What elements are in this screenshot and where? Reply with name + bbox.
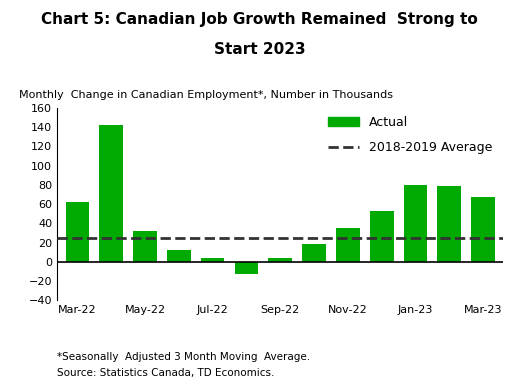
Text: *Seasonally  Adjusted 3 Month Moving  Average.: *Seasonally Adjusted 3 Month Moving Aver… — [57, 352, 310, 362]
Bar — [133, 231, 157, 262]
Bar — [201, 258, 224, 262]
Text: Start 2023: Start 2023 — [214, 42, 305, 57]
Bar — [65, 202, 89, 262]
Bar — [438, 186, 461, 262]
Bar — [302, 244, 326, 262]
Bar — [235, 262, 258, 274]
Bar — [99, 125, 123, 262]
Bar — [268, 258, 292, 262]
Legend: Actual, 2018-2019 Average: Actual, 2018-2019 Average — [328, 116, 493, 154]
Bar — [471, 197, 495, 262]
Text: Monthly  Change in Canadian Employment*, Number in Thousands: Monthly Change in Canadian Employment*, … — [19, 90, 393, 100]
Bar — [370, 211, 393, 262]
Bar — [167, 250, 190, 262]
Bar — [336, 228, 360, 262]
Text: Source: Statistics Canada, TD Economics.: Source: Statistics Canada, TD Economics. — [57, 368, 275, 378]
Text: Chart 5: Canadian Job Growth Remained  Strong to: Chart 5: Canadian Job Growth Remained St… — [41, 12, 478, 27]
Bar — [404, 185, 427, 262]
